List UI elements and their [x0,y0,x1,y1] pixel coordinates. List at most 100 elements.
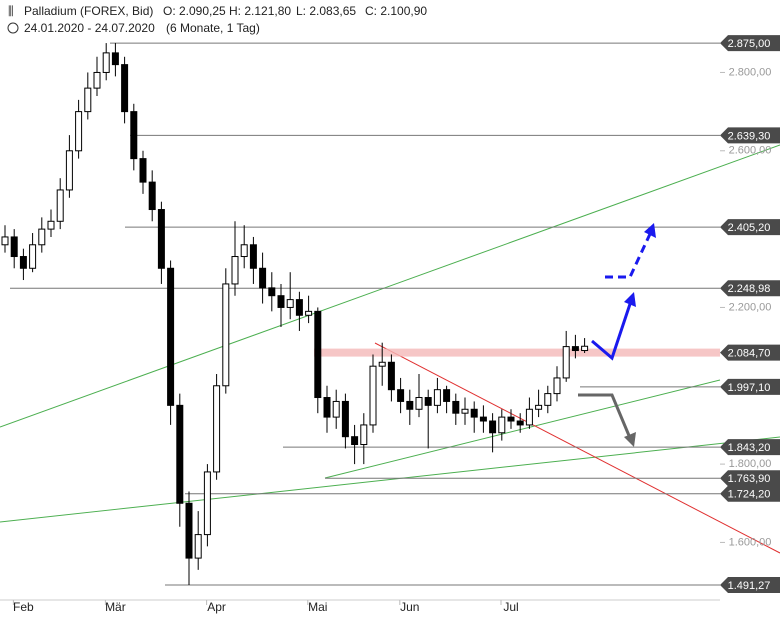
trend-line [0,436,780,523]
candle-body [323,397,331,418]
candle-body [562,346,570,379]
candle-body [443,389,451,402]
candle-body [286,299,294,308]
level-tag [720,378,780,395]
period: (6 Monate, 1 Tag) [166,21,260,35]
candle-body [19,256,27,269]
x-tick-label: Mai [308,600,327,614]
x-tick-label: Feb [13,600,34,614]
y-tick-label: 2.800,00 [729,66,772,78]
y-tick-label: 1.800,00 [729,458,772,470]
level-tag [720,219,780,236]
y-tick-label: 1.600,00 [729,536,772,548]
candle-body [581,345,589,352]
candle-body [240,244,248,258]
candle-body [479,416,487,422]
level-label: 1.997,10 [728,382,771,394]
candle-body [406,400,414,410]
x-tick-label: Mär [105,600,126,614]
candle-body [553,377,561,395]
trend-line [324,379,721,479]
ohlc: L: 2.083,65 [296,4,356,18]
ohlc: H: 2.121,80 [229,4,291,18]
candle-body [378,361,386,367]
candle-body [489,420,497,434]
level-tag [720,344,780,361]
candle-body [148,181,156,211]
candle-body [470,408,478,418]
candle-body [516,420,524,426]
candle-body [369,365,377,426]
candle-body [176,404,184,504]
candle-body [544,393,552,406]
title: Palladium (FOREX, Bid) [24,4,153,18]
candle-body [332,400,340,418]
candle-body [351,436,359,446]
candle-body [397,389,405,402]
candle-body [203,471,211,536]
level-label: 1.843,20 [728,442,771,454]
level-tag [720,280,780,297]
level-label: 2.084,70 [728,348,771,360]
candle-body [268,287,276,297]
candle-body [65,150,73,191]
level-label: 1.491,27 [728,580,771,592]
candle-body [139,158,147,183]
candle-body [222,283,230,387]
level-tag [720,439,780,456]
candle-body [305,310,313,316]
y-tick-label: 2.200,00 [729,301,772,313]
level-tag [720,485,780,502]
candle-body [571,346,579,352]
candle-body [433,389,441,406]
subtitle: 24.01.2020 - 24.07.2020 [24,21,155,35]
level-tag [720,35,780,52]
level-label: 2.405,20 [728,222,771,234]
level-band [314,348,720,357]
candle-body [415,397,423,410]
y-tick-label: 2.600,00 [729,145,772,157]
candle-body [525,408,533,426]
ohlc: C: 2.100,90 [365,4,427,18]
clock-icon [7,22,19,34]
arrow-head [624,292,636,307]
candle-body [47,220,55,230]
candle-body [360,424,368,446]
x-tick-label: Jun [400,600,419,614]
level-label: 2.639,30 [728,130,771,142]
x-tick-label: Jul [503,600,518,614]
candle-body [56,189,64,222]
arrow-head [644,223,656,238]
candle-body [75,111,83,152]
candle-body [167,267,175,406]
candle-body [102,52,110,73]
candle-body [507,416,515,422]
arrow [605,233,652,279]
candle-body [84,87,92,113]
trend-line [374,342,780,554]
candle-body [157,209,165,269]
level-label: 2.875,00 [728,38,771,50]
level-tag [720,470,780,487]
candle-body [259,267,267,289]
candle-body [185,502,193,559]
candle-body [93,71,101,89]
arrow [591,303,632,361]
level-tag [720,577,780,594]
arrow-head [624,432,636,447]
arrows [578,223,656,447]
candle-body [111,52,119,66]
candle-body [535,404,543,410]
trend-line [0,144,780,428]
candle-body [29,244,37,269]
candle-body [130,111,138,160]
level-label: 1.724,20 [728,489,771,501]
header-bg [0,0,460,36]
header: ⫼ Palladium (FOREX, Bid) O: 2.090,25 H: … [0,0,460,36]
candle-body [314,310,322,399]
candle-body [277,295,285,308]
candle-body [452,400,460,414]
candle-body [387,361,395,391]
level-label: 2.248,98 [728,283,771,295]
